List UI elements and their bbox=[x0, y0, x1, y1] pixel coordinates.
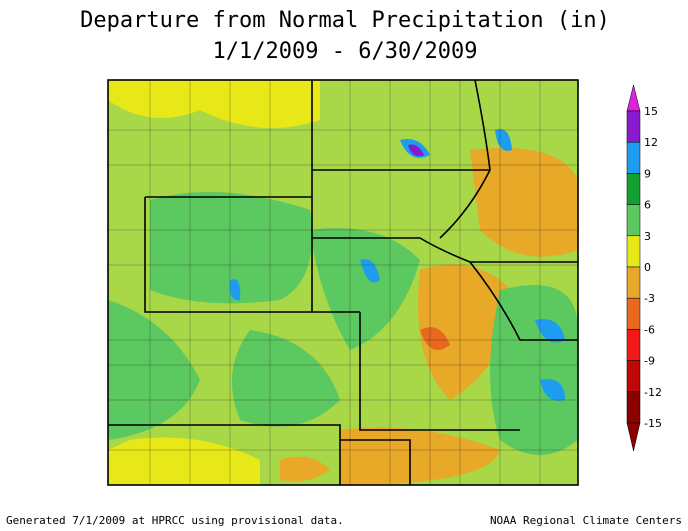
legend-swatch bbox=[626, 204, 641, 237]
legend-swatch bbox=[626, 360, 641, 393]
legend-tick-label: -9 bbox=[644, 355, 655, 368]
legend-swatch bbox=[626, 141, 641, 174]
legend-tick-label: 9 bbox=[644, 167, 651, 180]
state-borders bbox=[107, 79, 579, 486]
legend-swatch bbox=[626, 329, 641, 361]
precip-area bbox=[495, 129, 512, 151]
legend-arrow bbox=[626, 422, 641, 452]
legend-swatch bbox=[626, 391, 641, 424]
precip-area bbox=[229, 279, 241, 301]
precip-area bbox=[470, 148, 578, 257]
legend-swatch bbox=[626, 173, 641, 205]
legend-swatch bbox=[626, 266, 641, 299]
legend: 15 12 9 6 3 0 -3 -6 -9 -12 -15 bbox=[626, 84, 662, 452]
legend-tick-label: 15 bbox=[644, 105, 658, 118]
legend-swatch bbox=[626, 235, 641, 268]
precip-area bbox=[108, 300, 200, 440]
legend-tick-label: 3 bbox=[644, 230, 651, 243]
precip-area bbox=[408, 144, 424, 157]
precip-area bbox=[108, 80, 320, 128]
legend-tick-label: 12 bbox=[644, 136, 658, 149]
legend-swatch bbox=[626, 110, 641, 143]
footer-right: NOAA Regional Climate Centers bbox=[490, 514, 682, 527]
legend-tick-label: -15 bbox=[644, 417, 662, 430]
legend-tick-label: 6 bbox=[644, 199, 651, 212]
precip-area bbox=[535, 319, 565, 343]
legend-tick-label: -3 bbox=[644, 292, 655, 305]
legend-tick-label: -6 bbox=[644, 323, 655, 336]
precip-area bbox=[310, 228, 420, 350]
subtitle: 1/1/2009 - 6/30/2009 bbox=[213, 39, 478, 64]
precip-area bbox=[232, 330, 340, 427]
precip-area bbox=[108, 437, 260, 485]
map bbox=[107, 79, 579, 486]
precip-area bbox=[150, 192, 312, 304]
legend-swatch bbox=[626, 297, 641, 330]
precip-area bbox=[540, 379, 565, 401]
precip-area bbox=[280, 456, 330, 482]
county-lines bbox=[108, 80, 578, 485]
title: Departure from Normal Precipitation (in) bbox=[80, 8, 610, 33]
legend-arrow bbox=[626, 84, 641, 112]
precip-area bbox=[420, 327, 450, 350]
precip-area bbox=[418, 264, 520, 400]
footer-left: Generated 7/1/2009 at HPRCC using provis… bbox=[6, 514, 344, 527]
legend-tick-label: 0 bbox=[644, 261, 651, 274]
legend-tick-label: -12 bbox=[644, 386, 662, 399]
